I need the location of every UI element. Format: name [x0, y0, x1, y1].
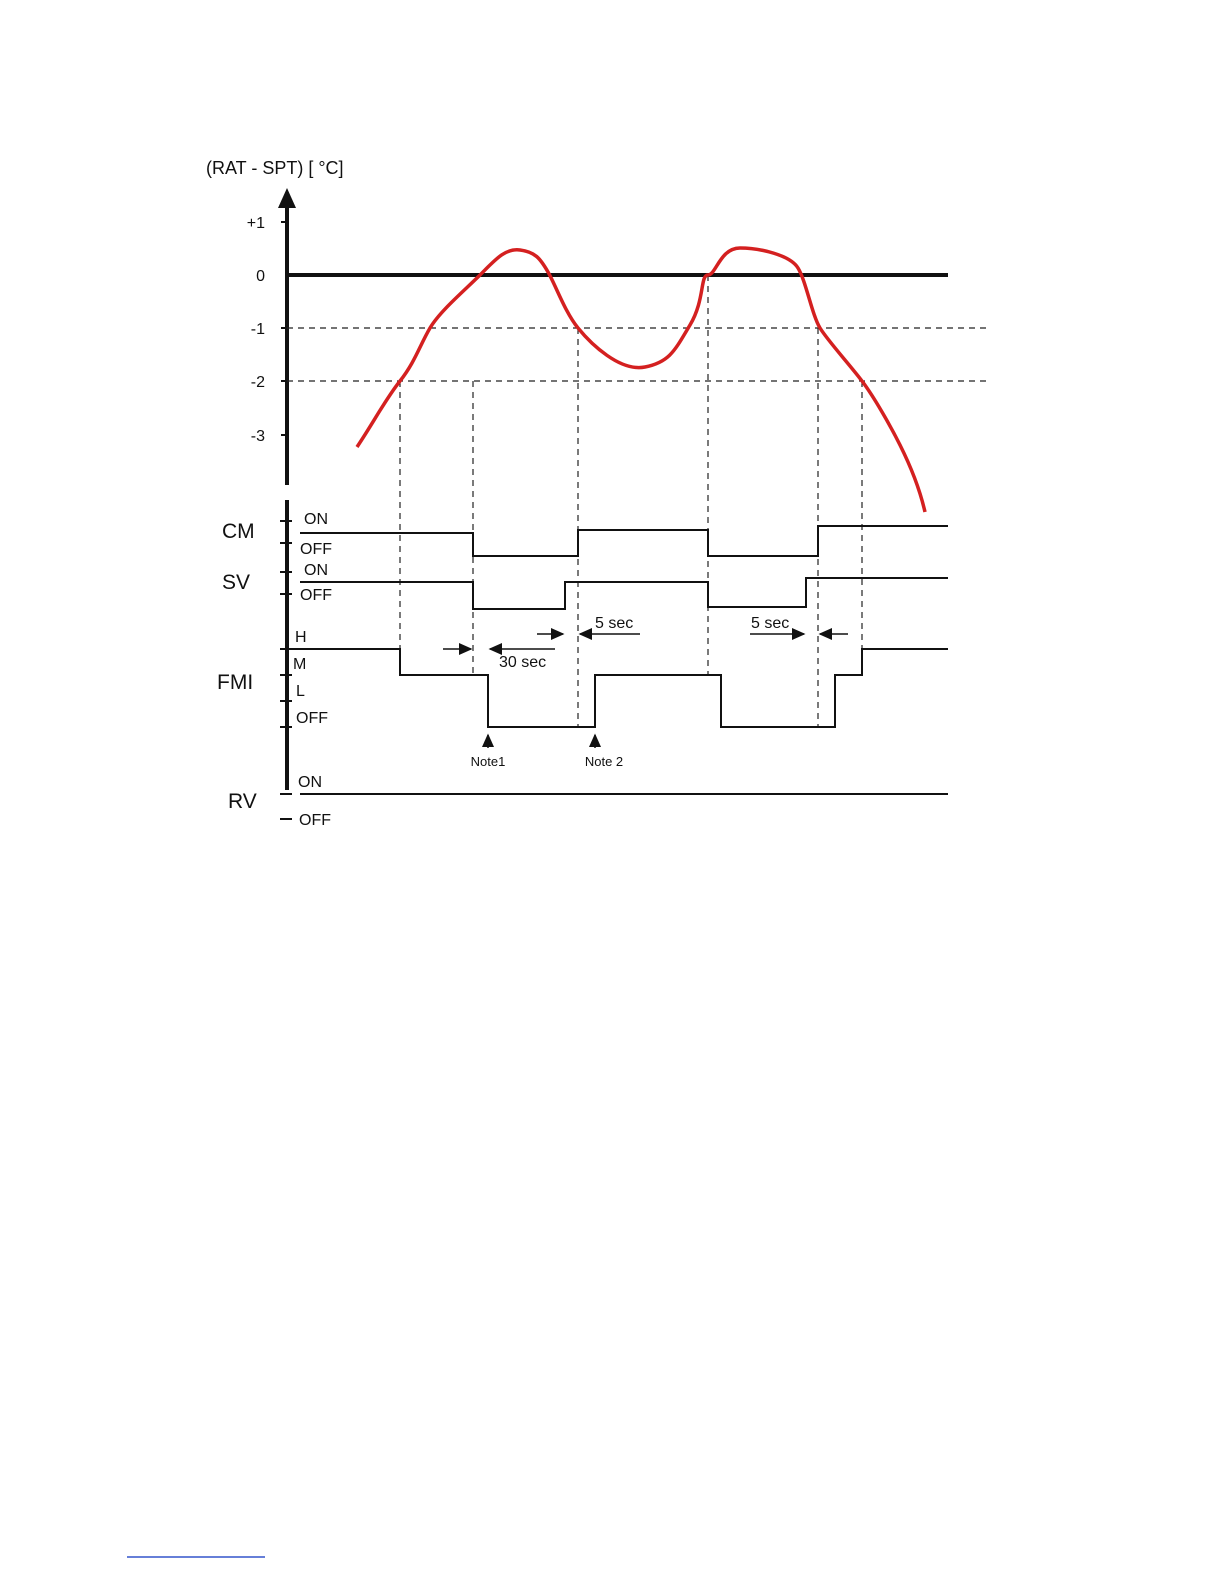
note-label: Note1 [471, 754, 506, 769]
state-label: OFF [296, 710, 328, 727]
state-label: H [295, 629, 307, 646]
y-label: 0 [256, 268, 265, 285]
axis-arrow [278, 188, 296, 208]
state-label: M [293, 656, 306, 673]
signal-name: CM [222, 520, 255, 543]
state-label: OFF [300, 541, 332, 558]
diagram: (RAT - SPT) [ °C] +1 0 -1 -2 -3 CM ON OF… [127, 158, 988, 1558]
delay-label: 30 sec [499, 654, 546, 671]
delay-arrows [443, 628, 848, 748]
y-label: -1 [251, 321, 265, 338]
y-label: -3 [251, 428, 265, 445]
state-label: OFF [300, 587, 332, 604]
state-label: OFF [299, 812, 331, 829]
fmi-signal [287, 648, 948, 728]
signal-name: RV [228, 790, 257, 813]
signal-name: FMI [217, 671, 253, 694]
state-label: ON [298, 774, 322, 791]
temperature-curve [355, 246, 927, 513]
timing-guides [399, 275, 863, 728]
axis-title: (RAT - SPT) [ °C] [206, 158, 344, 178]
note-label: Note 2 [585, 754, 623, 769]
y-label: +1 [247, 215, 265, 232]
cm-signal [300, 525, 948, 557]
delay-label: 5 sec [595, 615, 633, 632]
y-label: -2 [251, 374, 265, 391]
state-label: ON [304, 562, 328, 579]
state-label: ON [304, 511, 328, 528]
sv-signal [300, 577, 948, 610]
delay-label: 5 sec [751, 615, 789, 632]
signal-name: SV [222, 571, 250, 594]
state-label: L [296, 683, 305, 700]
y-labels: +1 0 -1 -2 -3 [247, 215, 265, 445]
